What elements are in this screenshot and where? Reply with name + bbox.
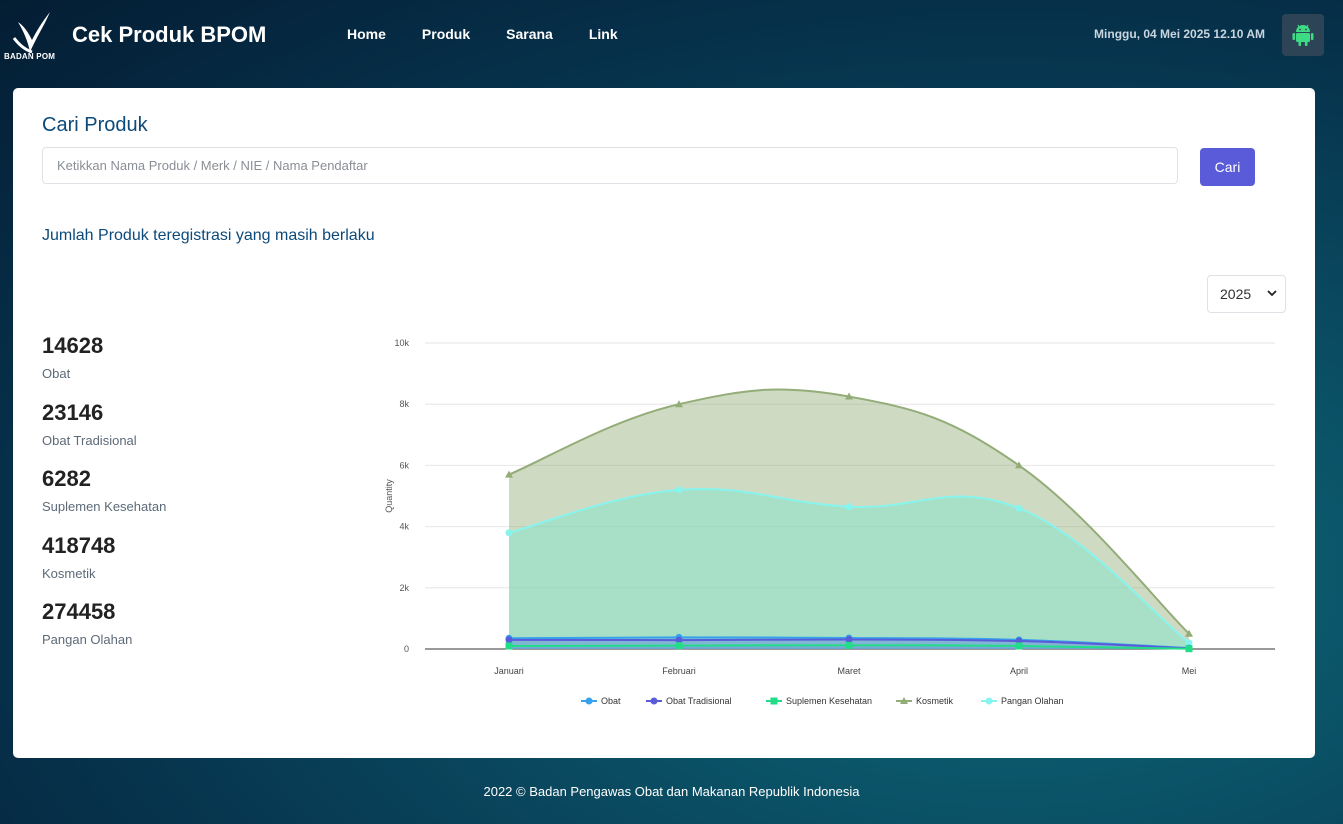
legend-item[interactable]: Pangan Olahan <box>981 696 1064 706</box>
search-input[interactable] <box>42 147 1178 184</box>
y-tick-label: 2k <box>399 583 409 593</box>
legend-item[interactable]: Suplemen Kesehatan <box>766 696 872 706</box>
data-point[interactable] <box>1185 645 1193 653</box>
data-point[interactable] <box>1015 504 1023 512</box>
x-tick-label: Mei <box>1182 666 1197 676</box>
data-point[interactable] <box>845 636 853 644</box>
data-point[interactable] <box>675 642 683 650</box>
stat-label: Kosmetik <box>42 565 96 581</box>
legend-swatch-marker <box>770 697 778 705</box>
legend-swatch-marker <box>900 697 908 704</box>
stat-obat-tradisional: 23146 Obat Tradisional <box>42 399 166 466</box>
stat-label: Obat Tradisional <box>42 432 137 448</box>
registration-area-chart: 0 2k 4k 6k 8k 10k Quantity Januari Februari Maret… <box>384 338 1275 706</box>
series-area <box>509 488 1189 649</box>
data-point[interactable] <box>1185 639 1193 647</box>
summary-title: Jumlah Produk teregistrasi yang masih be… <box>42 227 375 244</box>
stat-kosmetik: 418748 Kosmetik <box>42 532 166 599</box>
main-card: Cari Produk Cari Jumlah Produk teregistr… <box>13 88 1315 758</box>
legend-item[interactable]: Obat Tradisional <box>646 696 732 706</box>
data-point[interactable] <box>1185 629 1193 637</box>
y-tick-label: 0 <box>404 644 409 654</box>
data-point[interactable] <box>1015 461 1023 469</box>
brand-title[interactable]: Cek Produk BPOM <box>72 22 267 47</box>
data-point[interactable] <box>675 400 683 408</box>
x-tick-label: Maret <box>837 666 861 676</box>
stat-value: 6282 <box>42 466 91 491</box>
legend-label: Obat Tradisional <box>666 696 732 706</box>
stat-suplemen: 6282 Suplemen Kesehatan <box>42 465 166 532</box>
summary-stats: 14628 Obat 23146 Obat Tradisional 6282 S… <box>42 332 166 665</box>
legend-label: Suplemen Kesehatan <box>786 696 872 706</box>
bpom-logo-icon[interactable] <box>6 8 62 64</box>
android-app-button[interactable] <box>1282 14 1324 56</box>
data-point[interactable] <box>505 529 513 537</box>
data-point[interactable] <box>845 392 853 400</box>
legend-swatch-marker <box>585 697 593 705</box>
stat-label: Suplemen Kesehatan <box>42 499 167 514</box>
stat-pangan-olahan: 274458 Pangan Olahan <box>42 598 166 665</box>
data-point[interactable] <box>505 470 513 478</box>
stat-value: 14628 <box>42 333 104 358</box>
data-point[interactable] <box>505 636 513 644</box>
x-tick-label: April <box>1010 666 1028 676</box>
android-icon <box>1292 24 1314 46</box>
legend-label: Kosmetik <box>916 696 954 706</box>
series-area <box>509 389 1189 649</box>
stat-value: 274458 <box>42 599 116 624</box>
data-point[interactable] <box>505 642 513 650</box>
y-tick-label: 6k <box>399 460 409 470</box>
legend-swatch-marker <box>650 697 658 705</box>
data-point[interactable] <box>845 503 853 511</box>
legend-item[interactable]: Obat <box>581 696 621 706</box>
legend-label: Obat <box>601 696 621 706</box>
stat-value: 418748 <box>42 532 116 558</box>
logo-text: BADAN POM <box>4 52 56 61</box>
search-button[interactable]: Cari <box>1200 148 1255 186</box>
main-nav: Home Produk Sarana Link <box>347 26 654 42</box>
legend-item[interactable]: Kosmetik <box>896 696 954 706</box>
nav-home[interactable]: Home <box>347 26 386 42</box>
stat-value: 23146 <box>42 399 104 425</box>
stat-label: Obat <box>42 366 71 381</box>
legend-label: Pangan Olahan <box>1001 696 1064 706</box>
data-point[interactable] <box>675 486 683 494</box>
current-datetime: Minggu, 04 Mei 2025 12.10 AM <box>1094 27 1265 41</box>
year-select-value: 2025 <box>1220 286 1252 302</box>
x-tick-label: Januari <box>494 666 524 676</box>
top-navbar: BADAN POM Cek Produk BPOM Home Produk Sa… <box>0 0 1343 72</box>
nav-produk[interactable]: Produk <box>421 26 471 42</box>
x-tick-label: Februari <box>662 666 696 676</box>
y-tick-label: 8k <box>399 399 409 409</box>
y-tick-label: 4k <box>399 522 409 532</box>
footer-text: 2022 © Badan Pengawas Obat dan Makanan R… <box>483 784 860 799</box>
chevron-down-icon <box>1267 290 1277 297</box>
stat-obat: 14628 Obat <box>42 332 166 399</box>
data-point[interactable] <box>675 636 683 644</box>
year-select[interactable]: 2025 <box>1207 275 1286 313</box>
stat-label: Pangan Olahan <box>42 632 133 647</box>
legend-swatch-marker <box>985 697 993 705</box>
y-tick-label: 10k <box>394 338 409 348</box>
data-point[interactable] <box>1015 642 1023 650</box>
nav-link[interactable]: Link <box>588 26 618 42</box>
y-axis-label: Quantity <box>384 479 394 513</box>
data-point[interactable] <box>845 641 853 649</box>
nav-sarana[interactable]: Sarana <box>506 26 553 42</box>
search-title: Cari Produk <box>42 114 148 136</box>
